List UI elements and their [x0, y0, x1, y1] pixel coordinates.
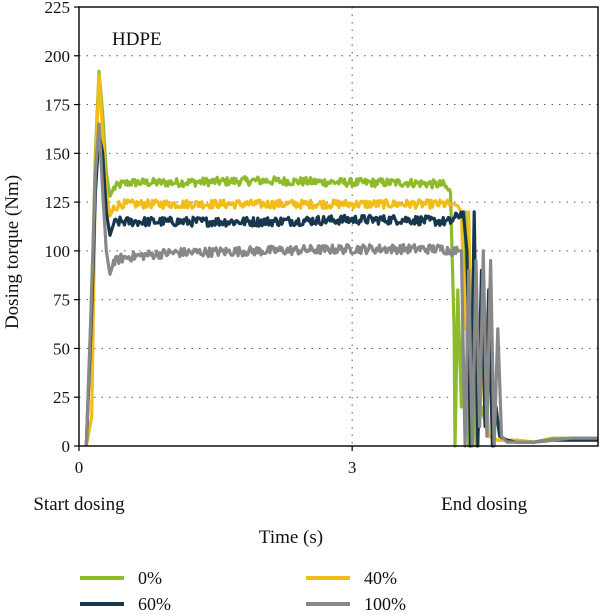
y-tick-label: 50: [53, 339, 70, 358]
legend-item-60pct: 60%: [80, 592, 171, 616]
series-line-100pct: [84, 122, 599, 448]
y-axis-ticks: 0 25 50 75 100 125 150 175 200 225: [45, 0, 79, 456]
legend-label-40pct: 40%: [364, 567, 397, 588]
x-tick-label: 0: [75, 458, 84, 477]
x-annotation-label: Start dosing: [33, 494, 125, 515]
grid: [79, 7, 598, 446]
y-tick-label: 200: [45, 47, 71, 66]
series-line-0pct: [84, 69, 599, 448]
legend-swatch-100pct: [306, 602, 350, 606]
legend-swatch-40pct: [306, 576, 350, 580]
legend-swatch-60pct: [80, 602, 124, 606]
legend-item-100pct: 100%: [306, 592, 406, 616]
x-tick-label: 3: [348, 458, 357, 477]
y-tick-label: 125: [45, 193, 71, 212]
x-annotation-label: End dosing: [441, 494, 528, 515]
plot-frame: [78, 6, 599, 447]
y-tick-label: 100: [45, 242, 71, 261]
legend-swatch-0pct: [80, 576, 124, 580]
legend-item-40pct: 40%: [306, 566, 397, 590]
y-tick-label: 25: [53, 388, 70, 407]
legend-item-0pct: 0%: [80, 566, 162, 590]
chart-annotation: HDPE: [112, 29, 162, 50]
legend-label-100pct: 100%: [364, 593, 406, 614]
x-annotations: Start dosing End dosing: [33, 494, 527, 515]
y-axis-label: Dosing torque (Nm): [2, 175, 23, 329]
y-tick-label: 150: [45, 144, 71, 163]
y-tick-label: 225: [45, 0, 71, 17]
legend-label-0pct: 0%: [138, 567, 162, 588]
y-tick-label: 0: [62, 437, 71, 456]
series-group: [84, 69, 599, 448]
legend: 0% 40% 60% 100%: [80, 566, 520, 614]
y-tick-label: 75: [53, 291, 70, 310]
x-axis-label: Time (s): [259, 527, 323, 548]
y-tick-label: 175: [45, 96, 71, 115]
legend-label-60pct: 60%: [138, 593, 171, 614]
series-line-40pct: [84, 73, 599, 447]
